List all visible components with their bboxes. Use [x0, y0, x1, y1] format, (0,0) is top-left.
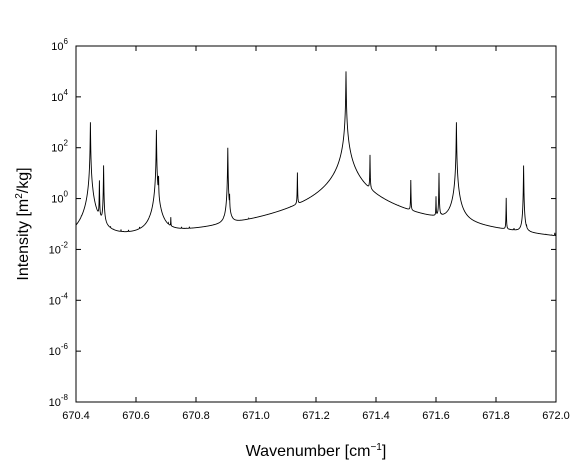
- x-tick-label: 670.4: [62, 410, 90, 422]
- plot-frame: [75, 45, 557, 403]
- y-tick-label: 10-8: [49, 393, 69, 409]
- x-tick-label: 670.6: [122, 410, 150, 422]
- x-axis-ticks: 670.4 670.6 670.8 671.0 671.2 671.4 671.6 671.8…: [62, 46, 570, 422]
- y-tick-label: 100: [51, 190, 68, 206]
- y-tick-label: 10-2: [49, 240, 69, 256]
- x-tick-label: 671.4: [362, 410, 390, 422]
- y-tick-label: 10-6: [49, 342, 69, 358]
- x-tick-label: 671.0: [242, 410, 270, 422]
- x-tick-label: 671.8: [482, 410, 510, 422]
- x-axis-title: Wavenumber [cm−1]: [246, 442, 387, 460]
- x-tick-label: 670.8: [182, 410, 210, 422]
- y-axis-ticks: 106 104 102 100 10-2 10-4 10-6 10-8: [49, 37, 556, 409]
- x-tick-label: 671.6: [422, 410, 450, 422]
- spectrum-line: [76, 71, 556, 237]
- y-tick-label: 10-4: [49, 291, 69, 307]
- y-axis-title: Intensity [m2/kg]: [14, 167, 32, 280]
- y-tick-label: 102: [51, 139, 68, 155]
- x-tick-label: 672.0: [542, 410, 570, 422]
- y-tick-label: 106: [51, 37, 68, 53]
- plot-area: [76, 71, 556, 237]
- x-tick-label: 671.2: [302, 410, 330, 422]
- y-tick-label: 104: [51, 88, 68, 104]
